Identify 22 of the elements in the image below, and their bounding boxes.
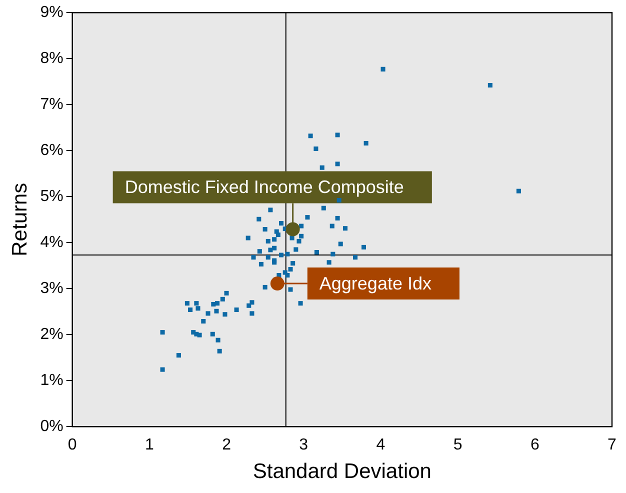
y-tick-label: 4% xyxy=(40,234,64,252)
x-tick-label: 7 xyxy=(608,436,617,454)
x-tick-label: 3 xyxy=(299,436,308,454)
annotation: Aggregate Idx xyxy=(319,274,432,294)
x-axis-title: Standard Deviation xyxy=(252,460,432,484)
y-axis-title: Returns xyxy=(8,182,32,256)
x-tick-label: 0 xyxy=(68,436,77,454)
x-tick-label: 1 xyxy=(144,436,154,454)
y-tick-label: 0% xyxy=(40,418,64,436)
x-tick-label: 5 xyxy=(453,436,462,454)
y-tick-label: 1% xyxy=(40,372,64,390)
y-tick-label: 6% xyxy=(40,142,64,160)
y-tick-label: 8% xyxy=(40,50,64,68)
x-tick-label: 6 xyxy=(530,436,540,454)
y-tick-label: 5% xyxy=(40,188,64,206)
x-tick-label: 2 xyxy=(222,436,232,454)
y-tick-label: 3% xyxy=(40,280,64,298)
annotation: Domestic Fixed Income Composite xyxy=(124,177,404,198)
x-tick-label: 4 xyxy=(376,436,386,454)
y-tick-label: 7% xyxy=(40,96,64,114)
y-tick-label: 9% xyxy=(40,4,64,22)
y-tick-label: 2% xyxy=(40,326,64,344)
